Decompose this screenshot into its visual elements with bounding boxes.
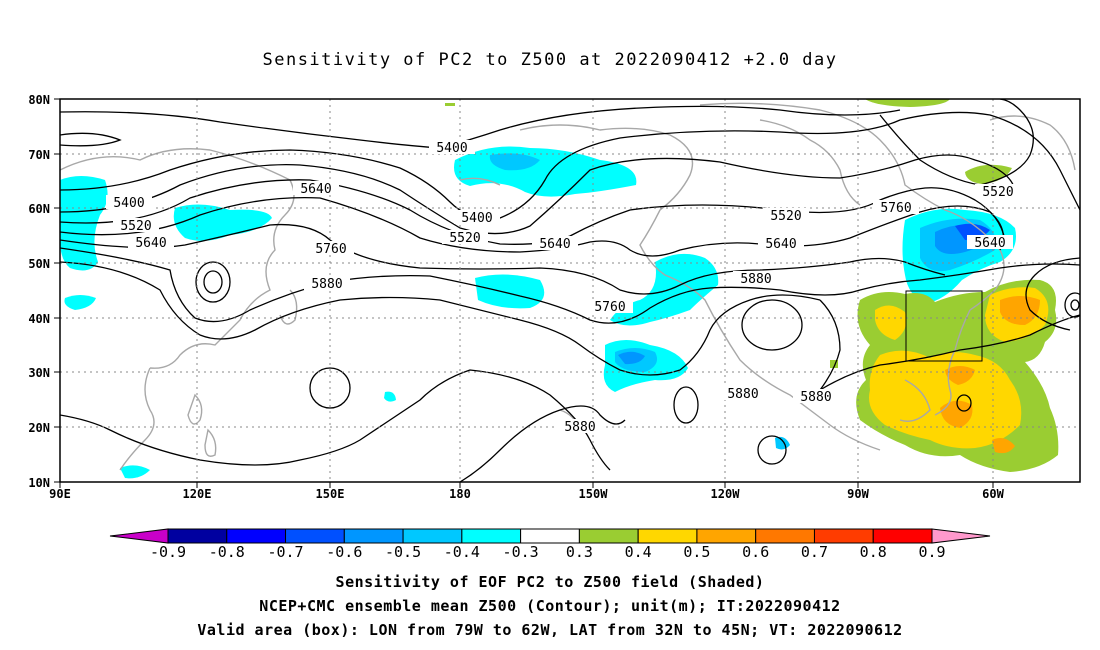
lat-label: 70N: [28, 148, 50, 162]
lon-label: 120E: [183, 487, 212, 501]
colorbar-swatch: [755, 528, 815, 544]
contour-label-5880: 5880: [740, 272, 771, 287]
coastlines: [60, 102, 1076, 471]
colorbar-label: -0.8: [209, 543, 245, 561]
colorbar-label: 0.6: [742, 543, 769, 561]
contour-label-5640: 5640: [974, 236, 1005, 251]
contour-label-5640: 5640: [135, 236, 166, 251]
contour-label-5520: 5520: [449, 231, 480, 246]
colorbar-swatch: [226, 528, 287, 544]
colorbar-label: 0.7: [801, 543, 828, 561]
caption-line-3: Valid area (box): LON from 79W to 62W, L…: [197, 621, 903, 639]
contour-label-5640: 5640: [765, 237, 796, 252]
colorbar-label: 0.8: [860, 543, 887, 561]
z500-contours: [60, 99, 1080, 482]
colorbar-label: -0.5: [385, 543, 421, 561]
contour-label-bg: [106, 140, 1021, 433]
lon-label: 150E: [316, 487, 345, 501]
colorbar: -0.9 -0.8 -0.7 -0.6 -0.5 -0.4 -0.3 0.3 0.4 0.5 0.6…: [109, 528, 991, 561]
colorbar-label: 0.3: [566, 543, 593, 561]
lon-label: 60W: [982, 487, 1004, 501]
colorbar-swatch: [696, 528, 757, 544]
contour-label-5520: 5520: [982, 185, 1013, 200]
colorbar-label: 0.9: [918, 543, 945, 561]
colorbar-swatch: [285, 528, 345, 544]
lat-label: 10N: [28, 476, 50, 490]
lon-label: 150W: [579, 487, 609, 501]
contour-label-5520: 5520: [770, 209, 801, 224]
contour-label-5760: 5760: [315, 242, 346, 257]
colorbar-label: -0.4: [444, 543, 480, 561]
colorbar-swatch: [637, 528, 698, 544]
contour-label-5880: 5880: [800, 390, 831, 405]
colorbar-swatch: [343, 528, 404, 544]
colorbar-label: -0.7: [267, 543, 303, 561]
plot-frame: [59, 98, 1081, 483]
colorbar-label: -0.9: [150, 543, 186, 561]
colorbar-arrow-high: [931, 528, 991, 544]
contour-label-5760: 5760: [880, 201, 911, 216]
negative-sensitivity-shading: [60, 146, 1016, 479]
lon-label: 180: [449, 487, 471, 501]
lat-label: 60N: [28, 202, 50, 216]
contour-label-5880: 5880: [311, 277, 342, 292]
valid-area-box: [905, 290, 983, 362]
colorbar-label: -0.6: [326, 543, 362, 561]
contour-label-5760: 5760: [594, 300, 625, 315]
latitude-labels: 80N 70N 60N 50N 40N 30N 20N 10N: [28, 93, 50, 490]
lat-label: 20N: [28, 421, 50, 435]
contour-labels: 5400 5400 5400 5520 5520 5520 5520 5640 …: [106, 140, 1021, 435]
colorbar-label: -0.3: [503, 543, 539, 561]
caption-line-1: Sensitivity of EOF PC2 to Z500 field (Sh…: [335, 573, 765, 591]
colorbar-label: 0.5: [683, 543, 710, 561]
colorbar-arrow-low: [109, 528, 169, 544]
colorbar-swatch: [402, 528, 463, 544]
contour-label-5880: 5880: [727, 387, 758, 402]
lat-label: 40N: [28, 312, 50, 326]
colorbar-swatch: [813, 528, 874, 544]
colorbar-swatch: [578, 528, 639, 544]
lon-label: 90W: [847, 487, 869, 501]
contour-label-5520: 5520: [120, 219, 151, 234]
contour-label-5400: 5400: [436, 141, 467, 156]
contour-label-5640: 5640: [539, 237, 570, 252]
longitude-labels: 90E 120E 150E 180 150W 120W 90W 60W: [49, 487, 1004, 501]
contour-label-5400: 5400: [113, 196, 144, 211]
map-title: Sensitivity of PC2 to Z500 at 2022090412…: [262, 50, 838, 70]
contour-label-5400: 5400: [461, 211, 492, 226]
colorbar-label: 0.4: [625, 543, 652, 561]
lon-label: 90E: [49, 487, 71, 501]
lat-label: 80N: [28, 93, 50, 107]
colorbar-swatch: [520, 528, 580, 544]
positive-sensitivity-shading: [445, 99, 1059, 472]
contour-label-5880: 5880: [564, 420, 595, 435]
contour-label-5640: 5640: [300, 182, 331, 197]
colorbar-swatch: [461, 528, 522, 544]
lat-label: 30N: [28, 366, 50, 380]
lat-label: 50N: [28, 257, 50, 271]
caption-line-2: NCEP+CMC ensemble mean Z500 (Contour); u…: [259, 597, 841, 615]
tick-marks: [54, 98, 994, 488]
lon-label: 120W: [711, 487, 741, 501]
colorbar-swatch: [167, 528, 228, 544]
colorbar-swatch: [872, 528, 933, 544]
